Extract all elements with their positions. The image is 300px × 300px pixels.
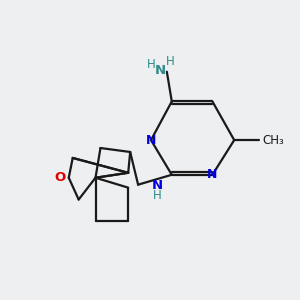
Text: O: O xyxy=(54,171,65,184)
Text: N: N xyxy=(152,179,163,192)
Text: H: H xyxy=(147,58,155,71)
Text: H: H xyxy=(153,189,161,202)
Text: N: N xyxy=(207,168,218,181)
Text: CH₃: CH₃ xyxy=(262,134,284,147)
Text: N: N xyxy=(146,134,156,147)
Text: N: N xyxy=(154,64,166,77)
Text: H: H xyxy=(165,55,174,68)
